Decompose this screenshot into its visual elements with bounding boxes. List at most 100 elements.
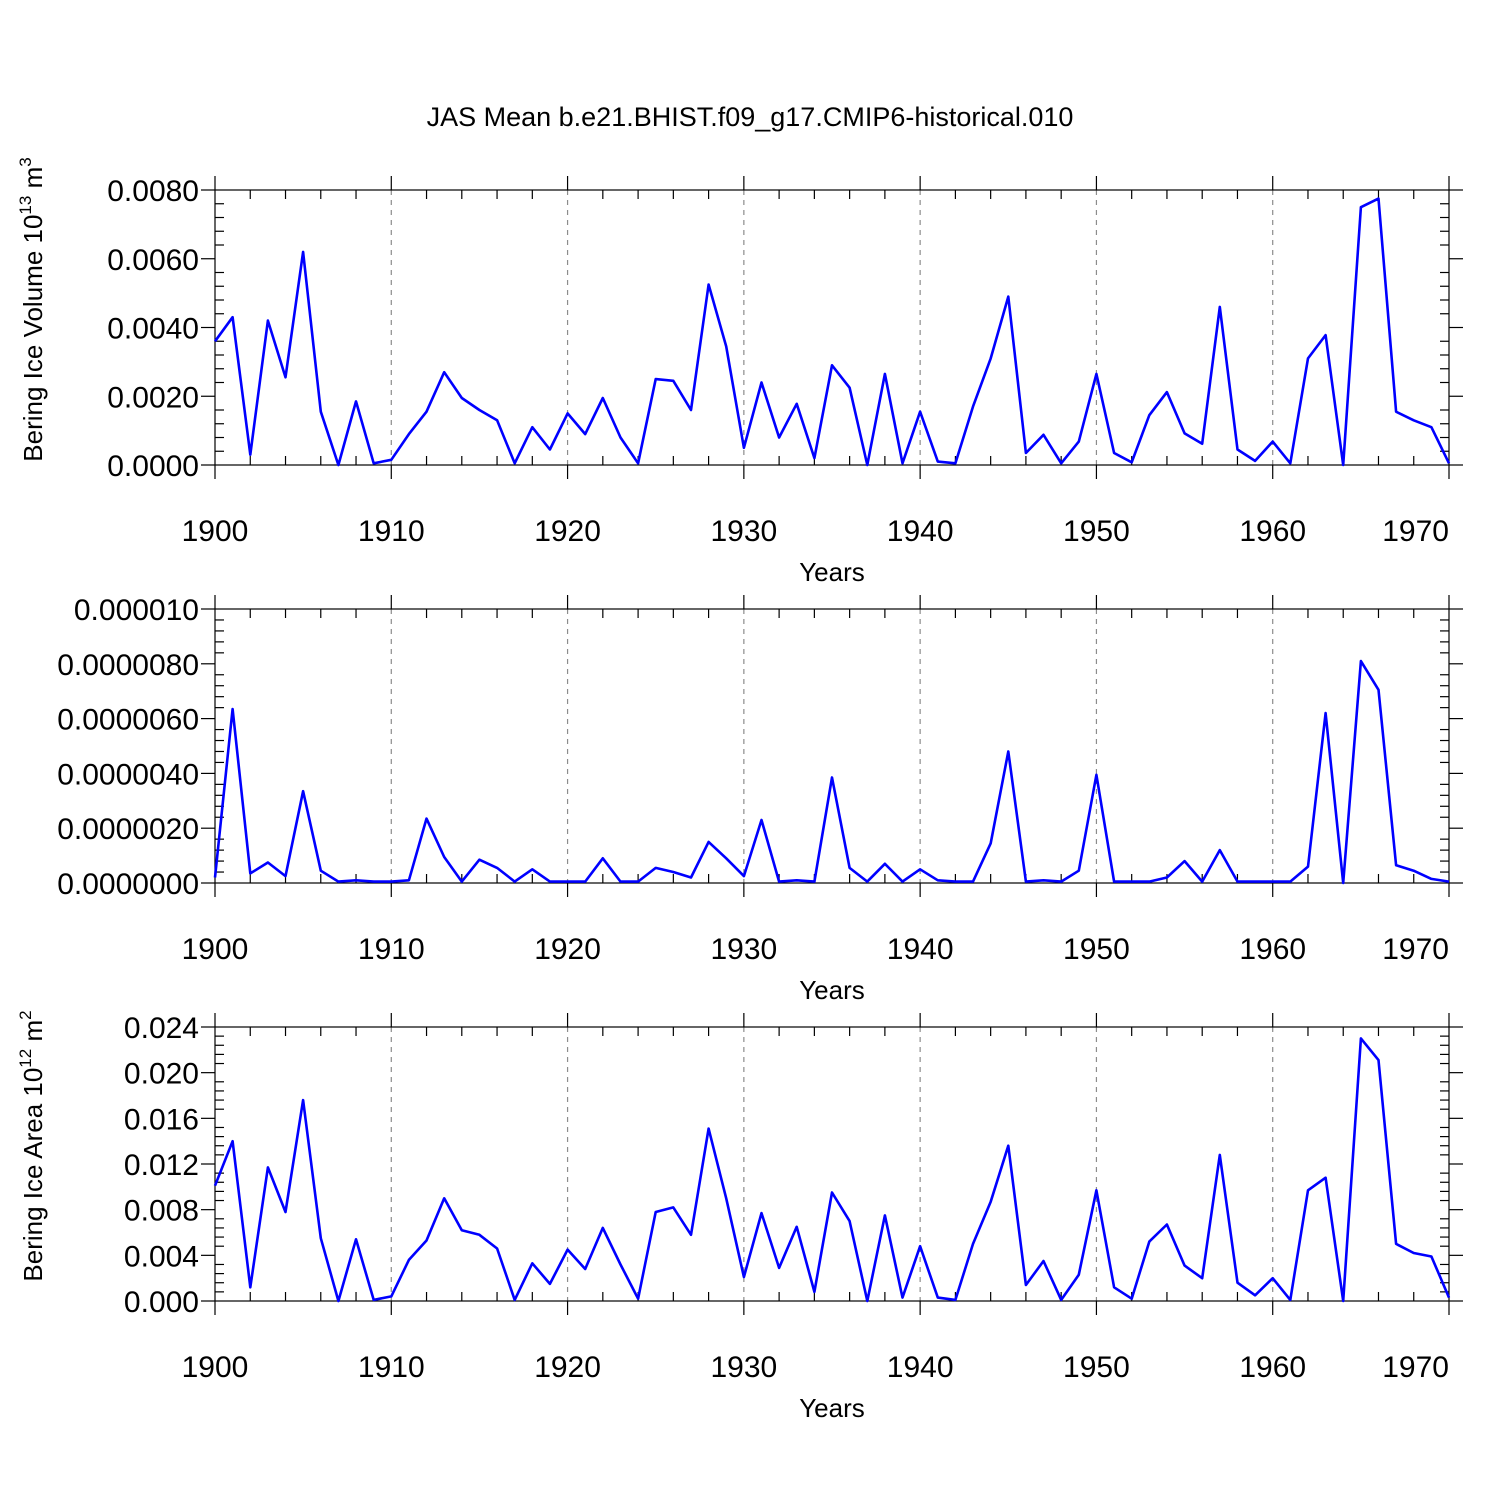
data-point bbox=[830, 1191, 834, 1195]
data-point bbox=[1412, 869, 1416, 873]
data-point bbox=[671, 870, 675, 874]
series-line bbox=[213, 1037, 1451, 1303]
data-point bbox=[372, 880, 376, 884]
data-point bbox=[1412, 418, 1416, 422]
data-point bbox=[1200, 1276, 1204, 1280]
data-point bbox=[583, 1267, 587, 1271]
x-tick-label: 1940 bbox=[887, 1351, 954, 1384]
data-point bbox=[1024, 1283, 1028, 1287]
data-point bbox=[548, 448, 552, 452]
data-point bbox=[689, 408, 693, 412]
data-point bbox=[901, 461, 905, 465]
data-point bbox=[266, 860, 270, 864]
data-point bbox=[1094, 372, 1098, 376]
y-tick-label: 0.008 bbox=[124, 1195, 199, 1228]
data-point bbox=[1394, 863, 1398, 867]
data-point bbox=[707, 1127, 711, 1131]
y-tick-label: 0.0000 bbox=[107, 450, 199, 483]
data-point bbox=[759, 818, 763, 822]
data-point bbox=[1059, 1298, 1063, 1302]
data-point bbox=[759, 381, 763, 385]
data-point bbox=[301, 1098, 305, 1102]
data-point bbox=[601, 1226, 605, 1230]
data-point bbox=[372, 1298, 376, 1302]
data-point bbox=[742, 874, 746, 878]
data-point bbox=[389, 1294, 393, 1298]
data-point bbox=[618, 1262, 622, 1266]
y-tick-label: 0.0080 bbox=[107, 175, 199, 208]
data-point bbox=[636, 1297, 640, 1301]
data-point bbox=[477, 408, 481, 412]
data-point bbox=[231, 1139, 235, 1143]
data-point bbox=[1183, 1264, 1187, 1268]
x-tick-label: 1900 bbox=[182, 933, 249, 966]
data-point bbox=[284, 874, 288, 878]
data-point bbox=[495, 1246, 499, 1250]
x-axis-label: Years bbox=[799, 557, 865, 587]
data-point bbox=[830, 363, 834, 367]
x-tick-label: 1950 bbox=[1063, 1351, 1130, 1384]
data-point bbox=[1412, 1251, 1416, 1255]
data-point bbox=[830, 776, 834, 780]
data-point bbox=[742, 446, 746, 450]
data-point bbox=[407, 1258, 411, 1262]
x-tick-label: 1900 bbox=[182, 515, 249, 548]
data-point bbox=[601, 396, 605, 400]
data-point bbox=[918, 1244, 922, 1248]
plot-frame bbox=[214, 608, 1450, 884]
data-point bbox=[530, 867, 534, 871]
data-point bbox=[1112, 880, 1116, 884]
data-point bbox=[477, 1233, 481, 1237]
data-point bbox=[248, 453, 252, 457]
data-point bbox=[1024, 451, 1028, 455]
data-point bbox=[1324, 711, 1328, 715]
data-point bbox=[1447, 1296, 1451, 1300]
x-tick-label: 1910 bbox=[358, 515, 425, 548]
data-point bbox=[1130, 460, 1134, 464]
data-point bbox=[319, 410, 323, 414]
data-point bbox=[1429, 1254, 1433, 1258]
data-point bbox=[812, 456, 816, 460]
data-point bbox=[989, 356, 993, 360]
data-point bbox=[1218, 848, 1222, 852]
data-point bbox=[989, 841, 993, 845]
data-point bbox=[495, 418, 499, 422]
data-point bbox=[707, 840, 711, 844]
data-point bbox=[1271, 1276, 1275, 1280]
x-tick-label: 1920 bbox=[534, 1351, 601, 1384]
data-point bbox=[301, 250, 305, 254]
data-point bbox=[284, 375, 288, 379]
data-point bbox=[1359, 1036, 1363, 1040]
data-point bbox=[566, 1248, 570, 1252]
data-point bbox=[1235, 448, 1239, 452]
data-point bbox=[795, 878, 799, 882]
data-point bbox=[724, 856, 728, 860]
x-tick-label: 1970 bbox=[1382, 515, 1449, 548]
panel-3: 1900 1910 1920 1930 1940 1950 1960 1970 0.000 0.0… bbox=[16, 1010, 1463, 1423]
data-point bbox=[213, 339, 217, 343]
data-point bbox=[1218, 1153, 1222, 1157]
x-tick-label: 1930 bbox=[710, 1351, 777, 1384]
data-point bbox=[671, 1205, 675, 1209]
y-tick-label: 0.000010 bbox=[74, 594, 199, 627]
data-point bbox=[812, 880, 816, 884]
data-point bbox=[1306, 356, 1310, 360]
data-point bbox=[460, 396, 464, 400]
data-point bbox=[1429, 425, 1433, 429]
y-tick-label: 0.016 bbox=[124, 1103, 199, 1136]
data-point bbox=[1165, 876, 1169, 880]
data-point bbox=[759, 1211, 763, 1215]
panels: 1900 1910 1920 1930 1940 1950 1960 1970 0.0000 0.… bbox=[16, 157, 1463, 1423]
data-point bbox=[1359, 205, 1363, 209]
data-point bbox=[460, 880, 464, 884]
data-point bbox=[513, 461, 517, 465]
y-axis-label: Bering Ice Volume 1013 m3 bbox=[16, 157, 48, 461]
data-point bbox=[460, 1228, 464, 1232]
data-point bbox=[1341, 463, 1345, 467]
data-point bbox=[1218, 305, 1222, 309]
data-point bbox=[530, 1261, 534, 1265]
data-point bbox=[425, 1238, 429, 1242]
y-tick-label: 0.0000020 bbox=[57, 813, 199, 846]
data-point bbox=[865, 1299, 869, 1303]
data-point bbox=[1359, 659, 1363, 663]
